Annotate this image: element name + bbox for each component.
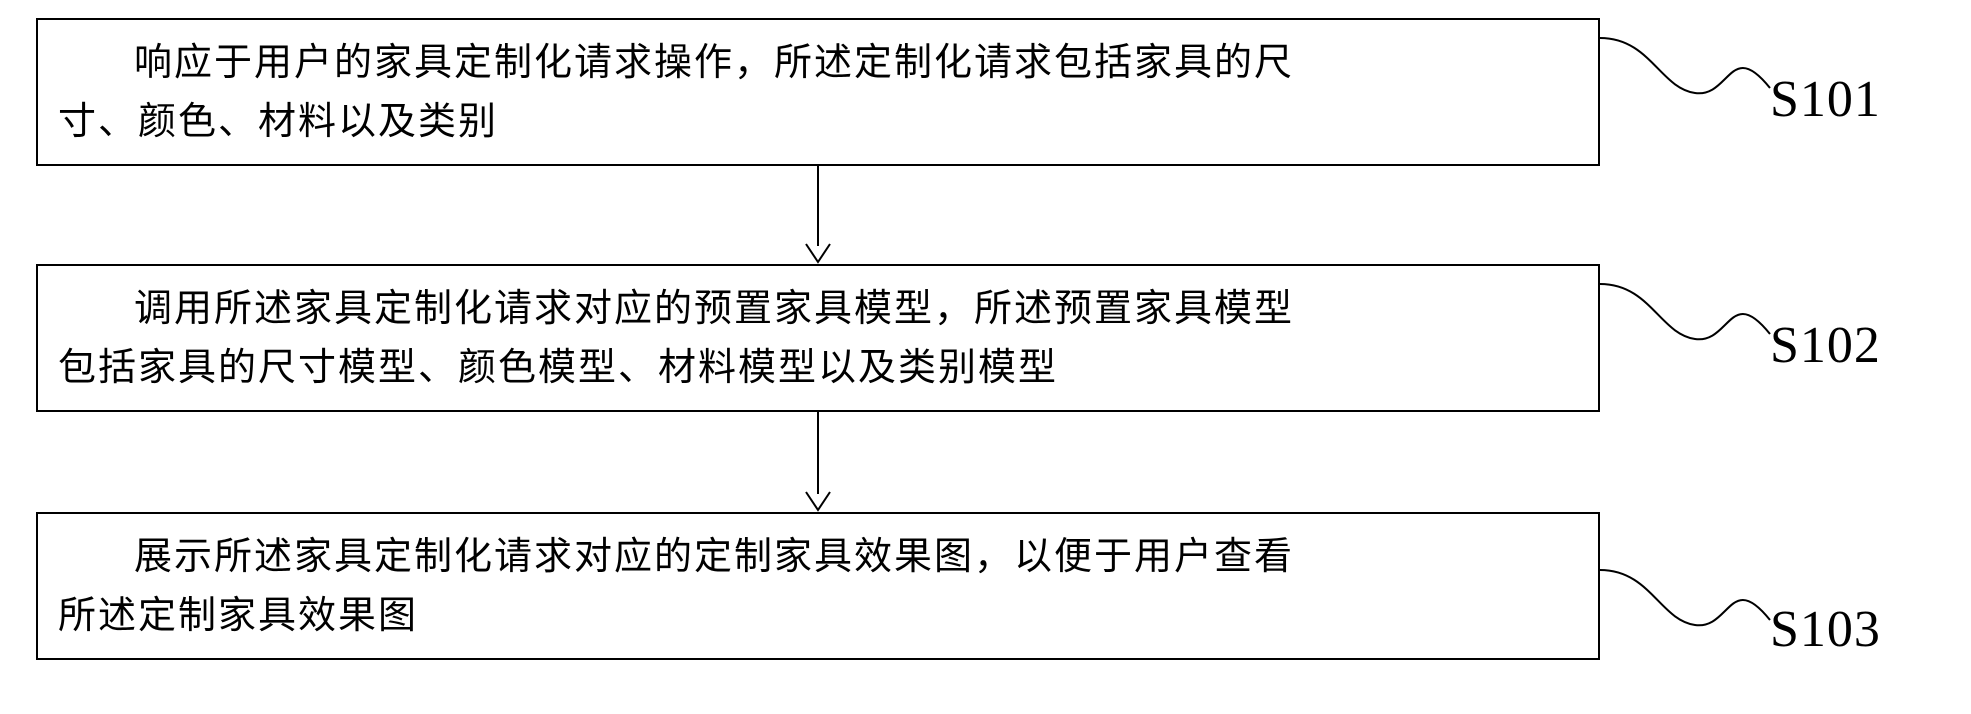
step-s103-line1: 展示所述家具定制化请求对应的定制家具效果图，以便于用户查看 bbox=[134, 536, 1294, 578]
flowchart-canvas: 响应于用户的家具定制化请求操作，所述定制化请求包括家具的尺 寸、颜色、材料以及类… bbox=[0, 0, 1971, 714]
step-box-s103: 展示所述家具定制化请求对应的定制家具效果图，以便于用户查看 所述定制家具效果图 bbox=[36, 512, 1600, 660]
step-label-s103: S103 bbox=[1770, 600, 1881, 659]
step-s102-line2: 包括家具的尺寸模型、颜色模型、材料模型以及类别模型 bbox=[58, 347, 1058, 389]
step-s103-line2: 所述定制家具效果图 bbox=[58, 595, 418, 637]
step-s101-line1: 响应于用户的家具定制化请求操作，所述定制化请求包括家具的尺 bbox=[134, 42, 1294, 84]
callout-s101 bbox=[1600, 18, 1770, 138]
arrow-s102-s103 bbox=[798, 412, 838, 512]
step-s101-line2: 寸、颜色、材料以及类别 bbox=[58, 101, 498, 143]
callout-s102 bbox=[1600, 264, 1770, 384]
step-label-s101: S101 bbox=[1770, 70, 1881, 129]
step-box-s101: 响应于用户的家具定制化请求操作，所述定制化请求包括家具的尺 寸、颜色、材料以及类… bbox=[36, 18, 1600, 166]
callout-s103 bbox=[1600, 550, 1770, 670]
step-box-s102: 调用所述家具定制化请求对应的预置家具模型，所述预置家具模型 包括家具的尺寸模型、… bbox=[36, 264, 1600, 412]
step-s102-line1: 调用所述家具定制化请求对应的预置家具模型，所述预置家具模型 bbox=[134, 288, 1294, 330]
step-label-s102: S102 bbox=[1770, 316, 1881, 375]
arrow-s101-s102 bbox=[798, 166, 838, 264]
